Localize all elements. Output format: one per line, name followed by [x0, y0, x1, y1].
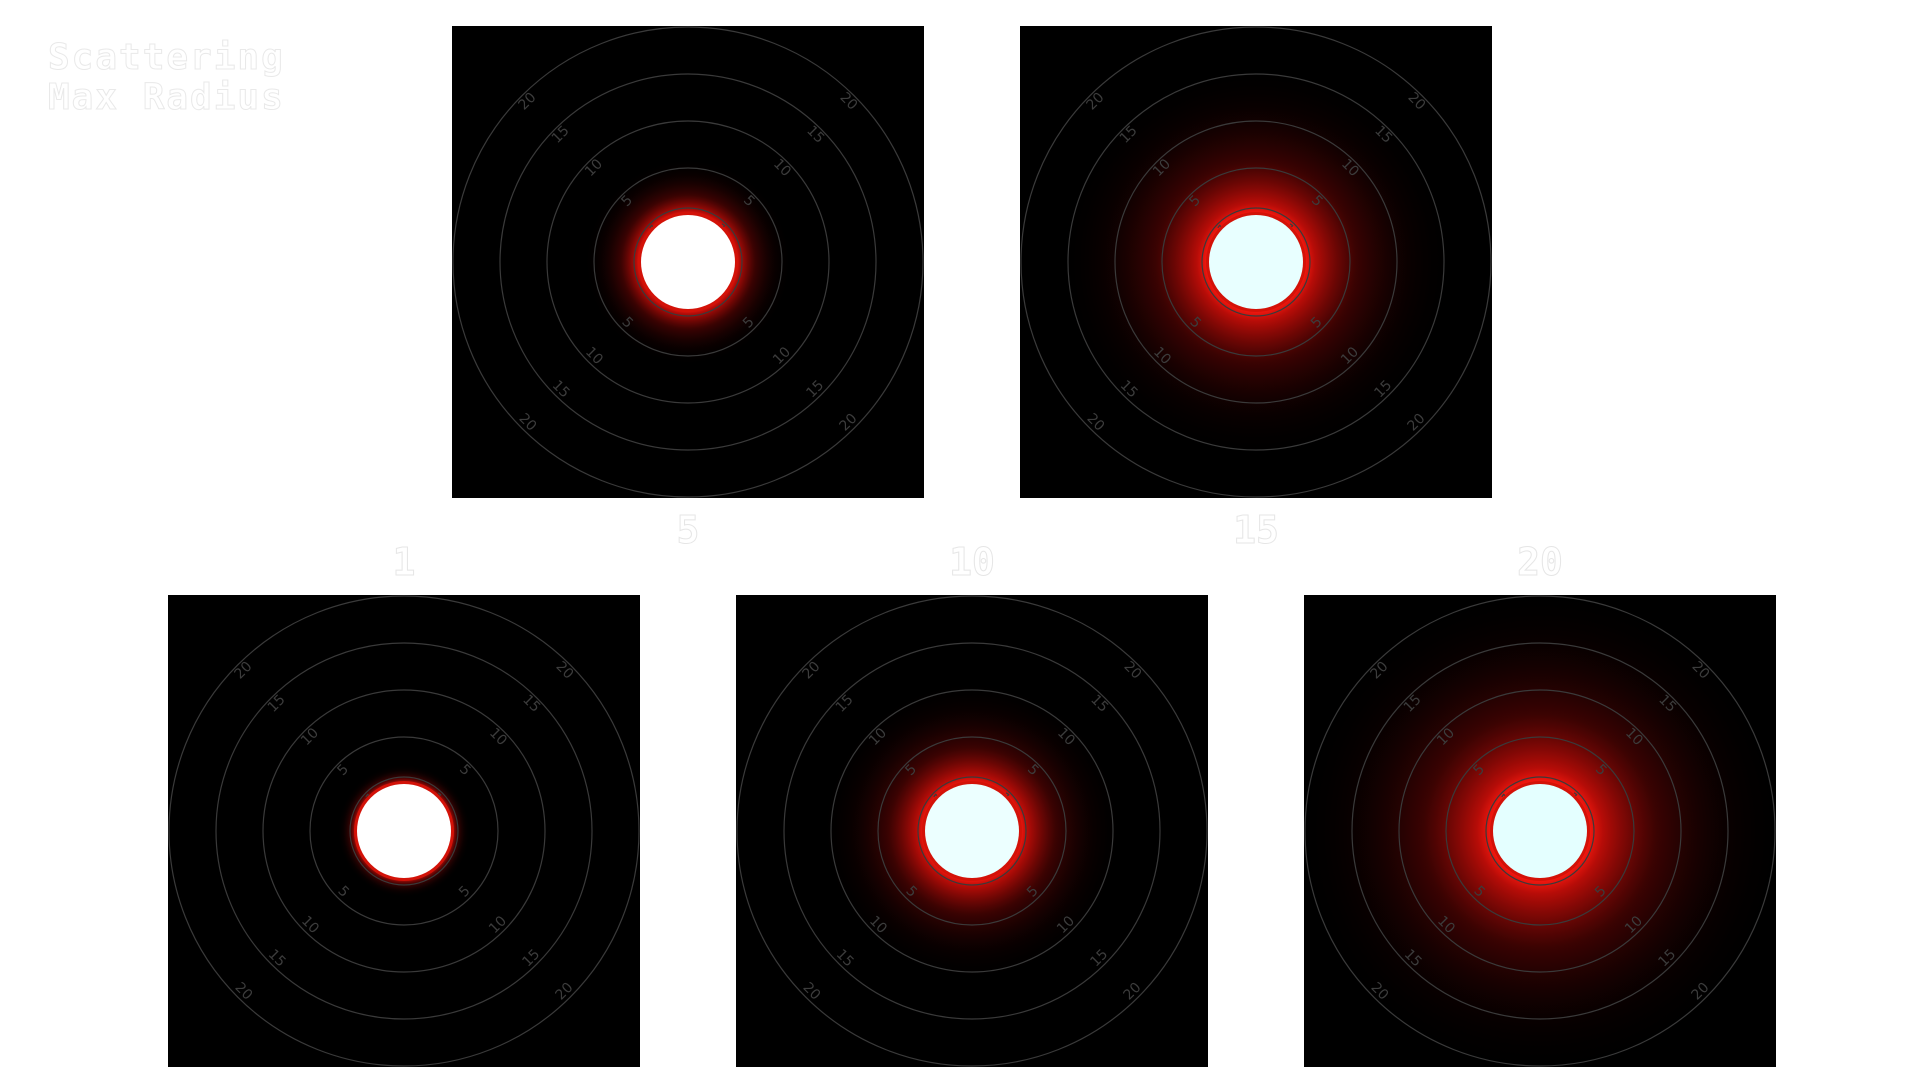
scatter-render-5: 11115555101010101515151520202020	[452, 26, 924, 498]
panel-caption-10: 10	[949, 540, 996, 584]
distance-ring-15	[1351, 642, 1729, 1020]
scatter-panel-1: 11115555101010101515151520202020	[168, 595, 640, 1067]
distance-ring-1	[349, 776, 459, 886]
distance-ring-10	[546, 120, 830, 404]
scatter-render-20: 11115555101010101515151520202020	[1304, 595, 1776, 1067]
scatter-render-15: 11115555101010101515151520202020	[1020, 26, 1492, 498]
distance-ring-10	[1398, 689, 1682, 973]
figure-title: Scattering Max Radius	[48, 37, 285, 118]
scatter-render-10: 11115555101010101515151520202020	[736, 595, 1208, 1067]
distance-ring-1	[1485, 776, 1595, 886]
distance-ring-10	[262, 689, 546, 973]
panel-caption-5: 5	[676, 508, 700, 552]
distance-ring-5	[1445, 736, 1635, 926]
light-core	[1209, 215, 1303, 309]
distance-ring-5	[1161, 167, 1351, 357]
title-line-2: Max Radius	[48, 77, 285, 118]
distance-ring-20	[736, 595, 1208, 1067]
distance-ring-20	[1020, 26, 1492, 498]
distance-ring-20	[1304, 595, 1776, 1067]
scatter-panel-15: 11115555101010101515151520202020	[1020, 26, 1492, 498]
light-core	[357, 784, 451, 878]
panel-caption-20: 20	[1517, 540, 1564, 584]
light-core	[1493, 784, 1587, 878]
scatter-panel-10: 11115555101010101515151520202020	[736, 595, 1208, 1067]
distance-ring-15	[499, 73, 877, 451]
distance-ring-1	[633, 207, 743, 317]
distance-ring-5	[309, 736, 499, 926]
light-core	[925, 784, 1019, 878]
distance-ring-15	[783, 642, 1161, 1020]
scatter-panel-5: 11115555101010101515151520202020	[452, 26, 924, 498]
distance-ring-15	[215, 642, 593, 1020]
panel-caption-1: 1	[392, 540, 416, 584]
scatter-render-1: 11115555101010101515151520202020	[168, 595, 640, 1067]
distance-ring-15	[1067, 73, 1445, 451]
distance-ring-10	[830, 689, 1114, 973]
distance-ring-1	[917, 776, 1027, 886]
distance-ring-20	[452, 26, 924, 498]
distance-ring-5	[877, 736, 1067, 926]
scatter-panel-20: 11115555101010101515151520202020	[1304, 595, 1776, 1067]
panel-caption-15: 15	[1233, 508, 1280, 552]
title-line-1: Scattering	[48, 37, 285, 78]
distance-ring-20	[168, 595, 640, 1067]
distance-ring-5	[593, 167, 783, 357]
distance-ring-10	[1114, 120, 1398, 404]
light-core	[641, 215, 735, 309]
distance-ring-1	[1201, 207, 1311, 317]
